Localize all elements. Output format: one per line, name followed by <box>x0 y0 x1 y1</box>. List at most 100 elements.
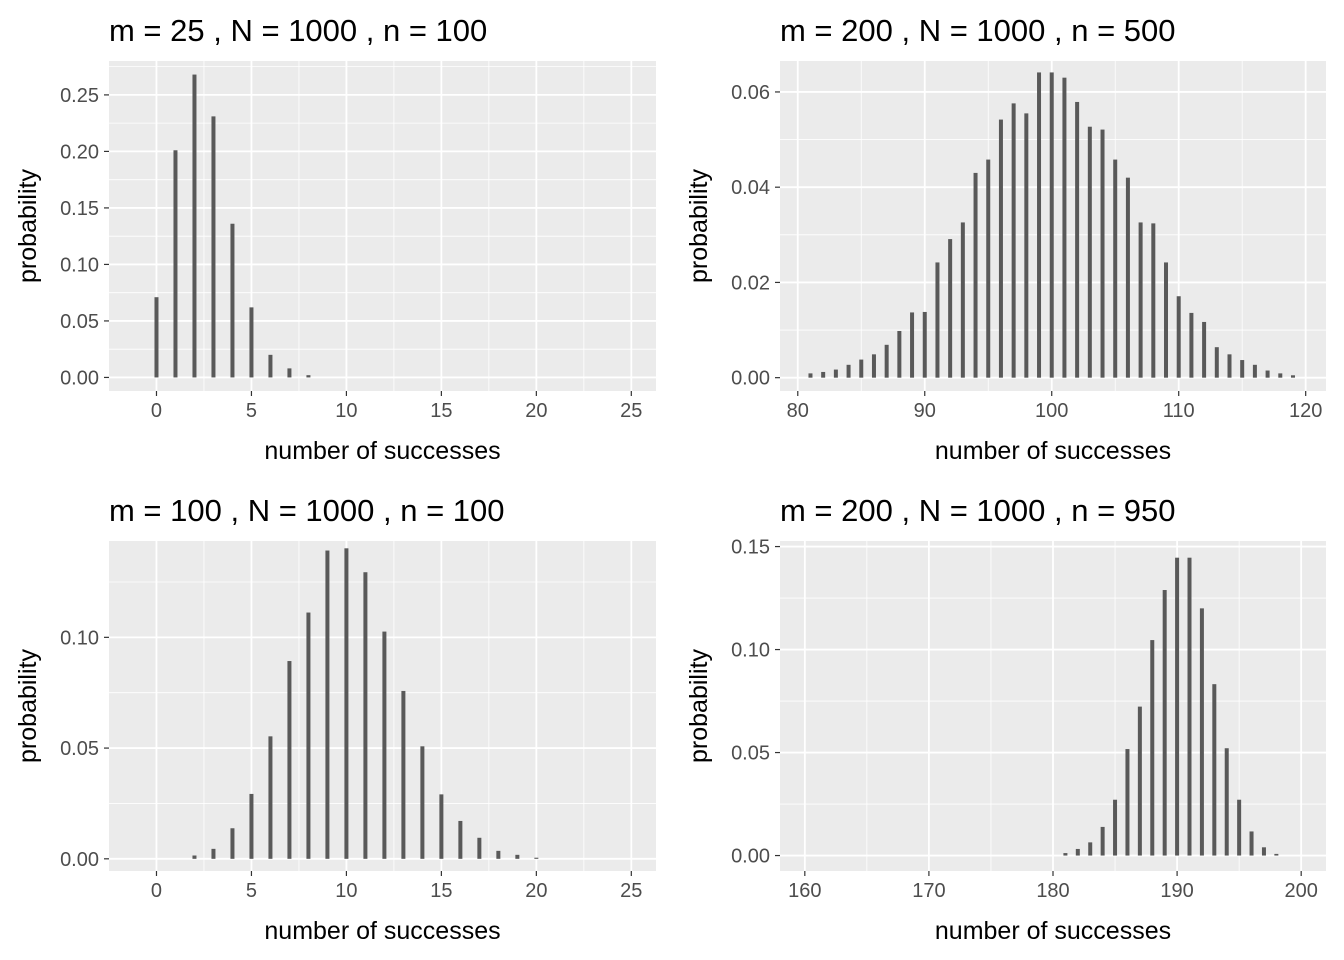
bar <box>1150 640 1155 856</box>
bar <box>846 364 851 378</box>
chart-title: m = 25 , N = 1000 , n = 100 <box>109 13 487 48</box>
bar <box>910 312 915 378</box>
bar <box>1290 375 1295 378</box>
y-tick-label: 0.00 <box>731 846 770 868</box>
x-tick-label: 100 <box>1035 400 1068 422</box>
x-axis-title: number of successes <box>935 917 1171 945</box>
bar <box>192 74 197 378</box>
bar <box>1100 826 1105 856</box>
bar <box>1261 847 1266 856</box>
y-tick-label: 0.10 <box>731 640 770 662</box>
plot-panel <box>109 61 656 391</box>
bar <box>249 307 254 378</box>
bar <box>1113 159 1118 378</box>
x-tick-label: 0 <box>151 880 162 902</box>
x-tick-label: 15 <box>430 400 452 422</box>
bar <box>1063 853 1068 856</box>
y-tick-label: 0.20 <box>60 141 99 163</box>
bar <box>833 369 838 378</box>
bar <box>1176 296 1181 378</box>
x-tick-label: 120 <box>1289 400 1322 422</box>
bar <box>534 857 539 859</box>
bar <box>268 354 273 378</box>
y-tick-label: 0.06 <box>731 82 770 104</box>
bar <box>1113 799 1118 856</box>
y-tick-label: 0.00 <box>731 368 770 390</box>
x-tick-label: 110 <box>1163 400 1195 422</box>
x-tick-label: 10 <box>335 400 357 422</box>
x-tick-label: 15 <box>430 880 452 902</box>
bar <box>287 661 292 859</box>
bar <box>1212 684 1217 856</box>
bar <box>1224 748 1229 856</box>
y-tick-label: 0.15 <box>60 198 99 220</box>
bar <box>859 359 864 378</box>
bar <box>922 311 927 378</box>
bar <box>1274 853 1279 856</box>
bar <box>960 222 965 378</box>
x-axis-title: number of successes <box>264 917 500 945</box>
bar <box>1088 842 1093 856</box>
y-tick-label: 0.05 <box>731 743 770 765</box>
bar <box>1125 177 1130 378</box>
chart-title: m = 100 , N = 1000 , n = 100 <box>109 493 505 528</box>
bar <box>1240 360 1245 378</box>
chart-title: m = 200 , N = 1000 , n = 950 <box>780 493 1176 528</box>
bar <box>1125 749 1130 856</box>
bar <box>420 746 425 859</box>
y-tick-label: 0.25 <box>60 85 99 107</box>
bar <box>268 736 273 859</box>
bar <box>363 572 368 859</box>
y-tick-label: 0.10 <box>60 254 99 276</box>
bar <box>1037 72 1042 378</box>
bar <box>401 690 406 859</box>
chart-panel-3: 0 5 10 15 20 25 0.00 0.05 0.10 m = 100 , N = 1000… <box>14 493 656 945</box>
bar <box>1075 101 1080 378</box>
bar <box>1011 103 1016 378</box>
y-tick-label: 0.15 <box>731 537 770 559</box>
bar <box>1199 608 1204 856</box>
x-tick-label: 5 <box>246 400 257 422</box>
x-tick-label: 170 <box>912 880 945 902</box>
bar <box>1087 126 1092 378</box>
bar <box>1202 321 1207 378</box>
bar <box>306 612 311 859</box>
bar <box>897 331 902 378</box>
bar <box>808 373 813 378</box>
bar <box>477 837 482 859</box>
bar <box>973 172 978 378</box>
x-tick-label: 0 <box>151 400 162 422</box>
bar <box>287 368 292 378</box>
bar <box>1214 347 1219 378</box>
bar <box>1049 72 1054 378</box>
y-tick-label: 0.05 <box>60 311 99 333</box>
bar <box>1227 354 1232 378</box>
bar <box>1237 799 1242 856</box>
bar <box>496 850 501 859</box>
x-tick-label: 5 <box>246 880 257 902</box>
x-tick-label: 190 <box>1160 880 1193 902</box>
chart-title: m = 200 , N = 1000 , n = 500 <box>780 13 1176 48</box>
bar <box>1137 706 1142 856</box>
bar <box>306 375 311 378</box>
y-axis-title: probability <box>14 169 42 283</box>
bar <box>211 848 216 859</box>
x-tick-label: 20 <box>525 880 547 902</box>
bar <box>173 150 178 378</box>
y-tick-label: 0.00 <box>60 849 99 871</box>
x-tick-label: 10 <box>335 880 357 902</box>
bar <box>1100 129 1105 378</box>
x-tick-label: 20 <box>525 400 547 422</box>
y-axis-title: probability <box>685 649 713 763</box>
y-axis-title: probability <box>685 169 713 283</box>
x-tick-label: 160 <box>788 880 821 902</box>
chart-panel-4: 160 170 180 190 200 0.00 0.05 0.10 0.15 m = 200 ,… <box>685 493 1326 945</box>
bar <box>192 855 197 859</box>
chart-panel-1: 0 5 10 15 20 25 0.00 0.05 0.10 0.15 0.20 0.25 m = 25… <box>14 13 656 465</box>
chart-panel-2: 80 90 100 110 120 0.00 0.02 0.04 0.06 m = 200 , N… <box>685 13 1326 465</box>
bar <box>344 548 349 859</box>
bar <box>382 631 387 859</box>
bar <box>230 828 235 859</box>
bar <box>884 344 889 378</box>
